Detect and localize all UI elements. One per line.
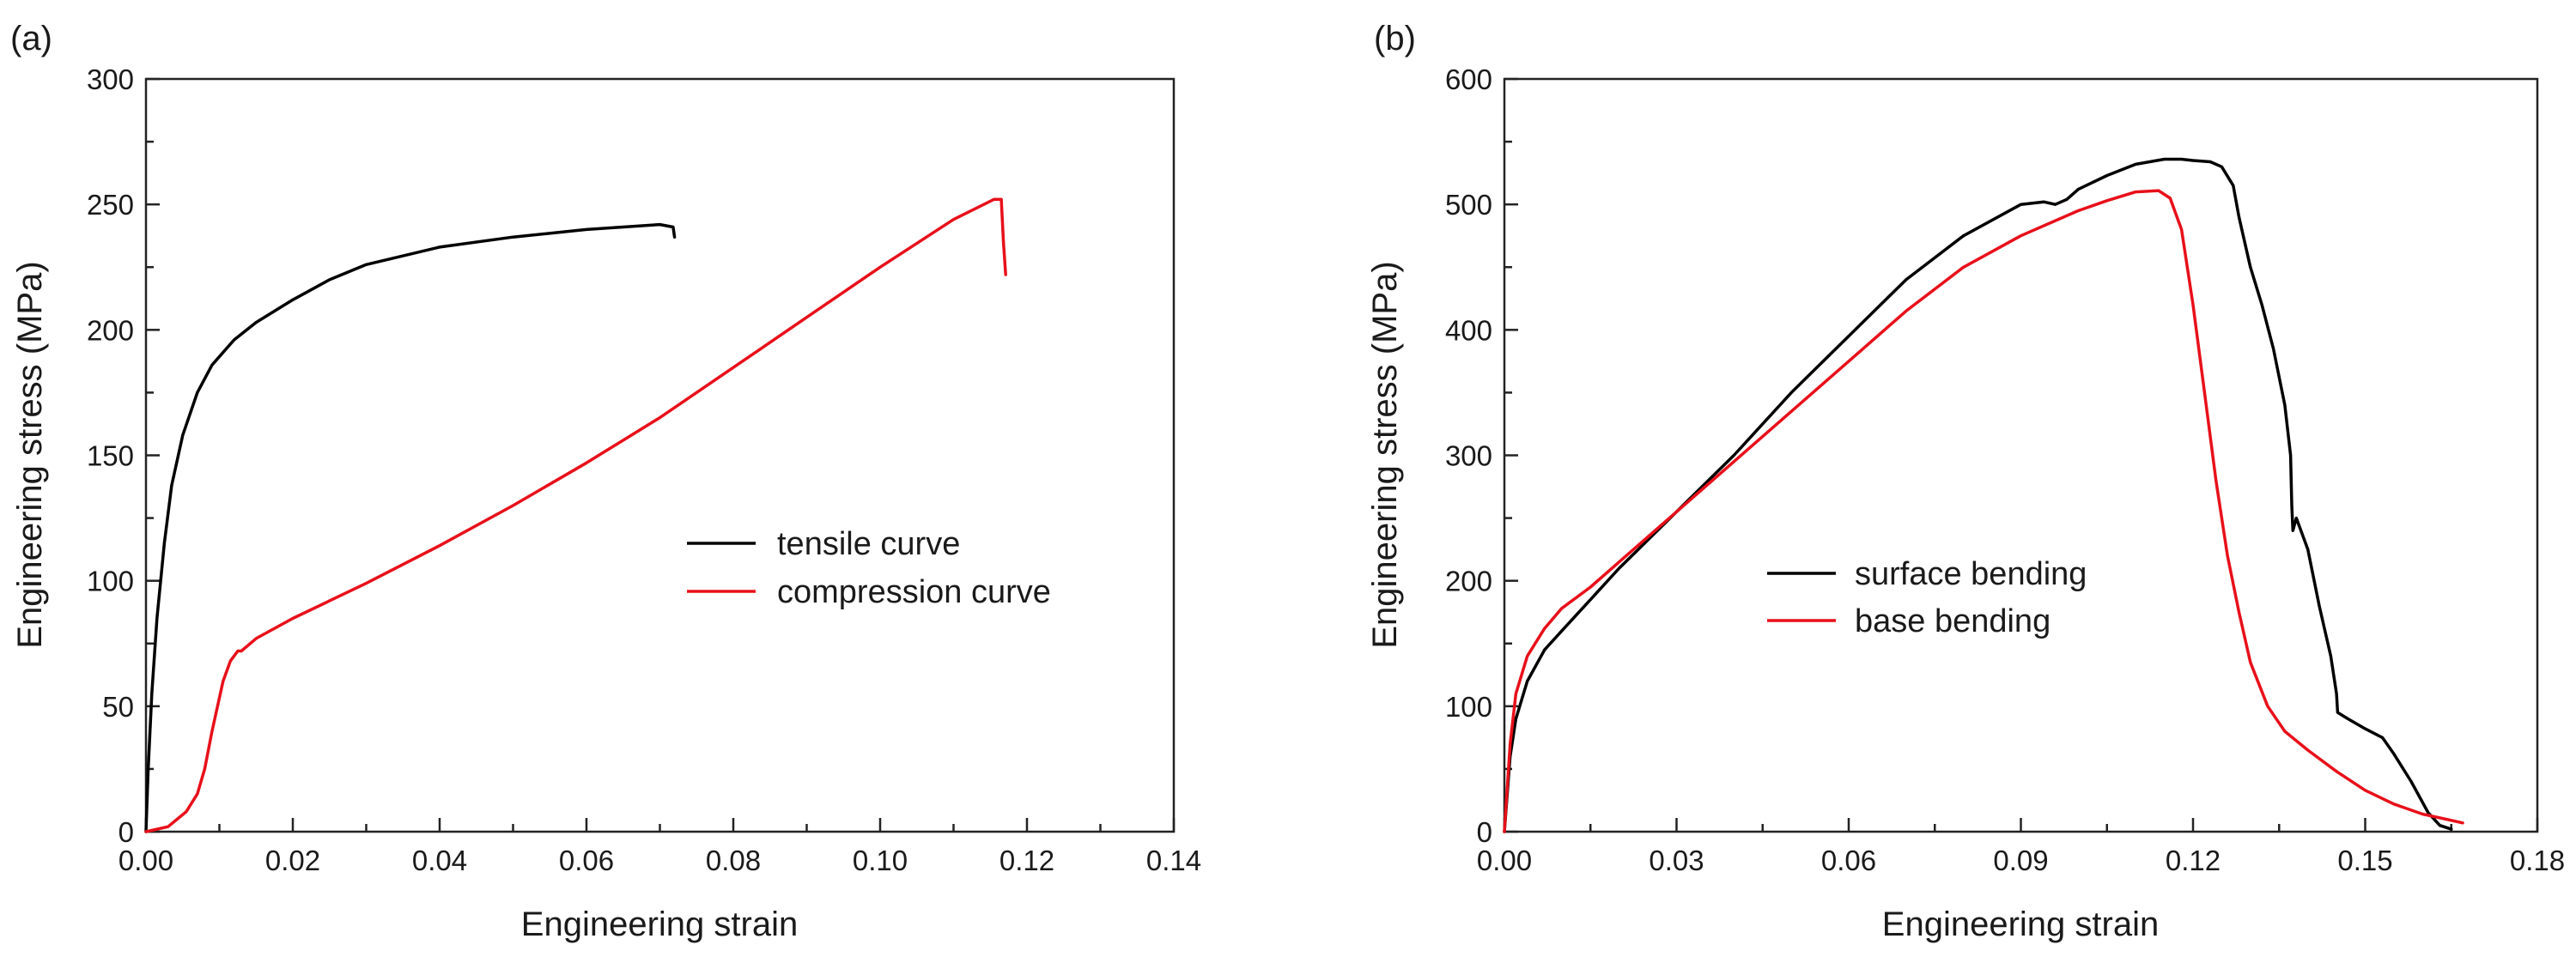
panel-a-y-axis-title: Engineering stress (MPa) xyxy=(11,261,49,648)
panel-a-x-tick-label: 0.02 xyxy=(265,845,320,876)
panel-b-x-tick-label: 0.00 xyxy=(1477,845,1532,876)
panel-a-x-tick-label: 0.06 xyxy=(559,845,614,876)
panel-b-y-tick-label: 400 xyxy=(1445,314,1492,346)
panel-a-ticks xyxy=(144,77,1176,833)
panel-a-x-tick-label: 0.14 xyxy=(1146,845,1201,876)
panel-a-x-axis-title: Engineering strain xyxy=(521,905,798,943)
panel-a-y-tick-label: 150 xyxy=(87,440,134,472)
panel-b-x-tick-label: 0.09 xyxy=(1993,845,2048,876)
panel-b-legend-label-base: base bending xyxy=(1855,603,2050,639)
panel-b-legend-label-surface: surface bending xyxy=(1855,556,2087,592)
panel-a-plot-frame xyxy=(144,77,1176,833)
panel-b-ticks xyxy=(1503,77,2539,833)
panel-b-x-tick-label: 0.03 xyxy=(1649,845,1704,876)
panel-a-series-line-compression-curve xyxy=(144,197,1007,833)
panel-a-y-tick-label: 100 xyxy=(87,566,134,597)
panel-a-y-tick-label: 300 xyxy=(87,64,134,95)
panel-b-y-tick-label: 600 xyxy=(1445,64,1492,95)
panel-a-legend: tensile curve compression curve xyxy=(687,526,1051,610)
panel-b-y-tick-label: 0 xyxy=(1477,816,1492,848)
panel-label-a: (a) xyxy=(10,20,52,58)
panel-b-plot-frame xyxy=(1503,77,2539,833)
panel-a-x-tick-label: 0.12 xyxy=(999,845,1054,876)
panel-a-y-tick-label: 200 xyxy=(87,314,134,346)
panel-b-y-tick-labels: 0 100 200 300 400 500 600 xyxy=(1445,64,1492,848)
panel-b-y-tick-label: 200 xyxy=(1445,566,1492,597)
panel-a-legend-label-compression: compression curve xyxy=(777,574,1051,610)
panel-b-x-axis-title: Engineering strain xyxy=(1882,905,2159,943)
panel-a-y-tick-label: 0 xyxy=(118,816,134,848)
panel-label-b: (b) xyxy=(1374,20,1416,58)
panel-b-x-tick-label: 0.06 xyxy=(1821,845,1876,876)
panel-a-x-tick-labels: 0.00 0.02 0.04 0.06 0.08 0.10 0.12 0.14 xyxy=(118,845,1201,876)
panel-b-y-tick-label: 300 xyxy=(1445,440,1492,472)
panel-b-y-axis-title: Engineering stress (MPa) xyxy=(1366,261,1404,648)
panel-b-series-line-base-bending xyxy=(1503,189,2464,833)
panel-a-y-tick-label: 50 xyxy=(102,691,134,723)
panel-a-x-tick-label: 0.08 xyxy=(706,845,761,876)
panel-a-x-tick-label: 0.00 xyxy=(118,845,173,876)
panel-a-x-tick-label: 0.04 xyxy=(412,845,467,876)
panel-b-x-tick-label: 0.12 xyxy=(2166,845,2221,876)
panel-b-x-tick-label: 0.18 xyxy=(2510,845,2565,876)
panel-a-y-tick-labels: 0 50 100 150 200 250 300 xyxy=(87,64,134,848)
panel-b-x-tick-labels: 0.00 0.03 0.06 0.09 0.12 0.15 0.18 xyxy=(1477,845,2565,876)
panel-a-y-tick-label: 250 xyxy=(87,189,134,221)
panel-b-x-tick-label: 0.15 xyxy=(2337,845,2392,876)
panel-b-chart: (b) 0.00 0.03 0.06 0.09 0.12 0.15 0.18 0… xyxy=(1366,20,2565,943)
panel-b-y-tick-label: 500 xyxy=(1445,189,1492,221)
panel-a-series-line-tensile-curve xyxy=(144,222,677,833)
panel-b-legend: surface bending base bending xyxy=(1767,556,2087,639)
panel-b-y-tick-label: 100 xyxy=(1445,691,1492,723)
panel-a-x-tick-label: 0.10 xyxy=(853,845,908,876)
panel-a-legend-label-tensile: tensile curve xyxy=(777,526,960,562)
panel-a-chart: (a) 0.00 0.02 0.04 0.06 0.08 0.10 0.12 0… xyxy=(10,20,1201,943)
